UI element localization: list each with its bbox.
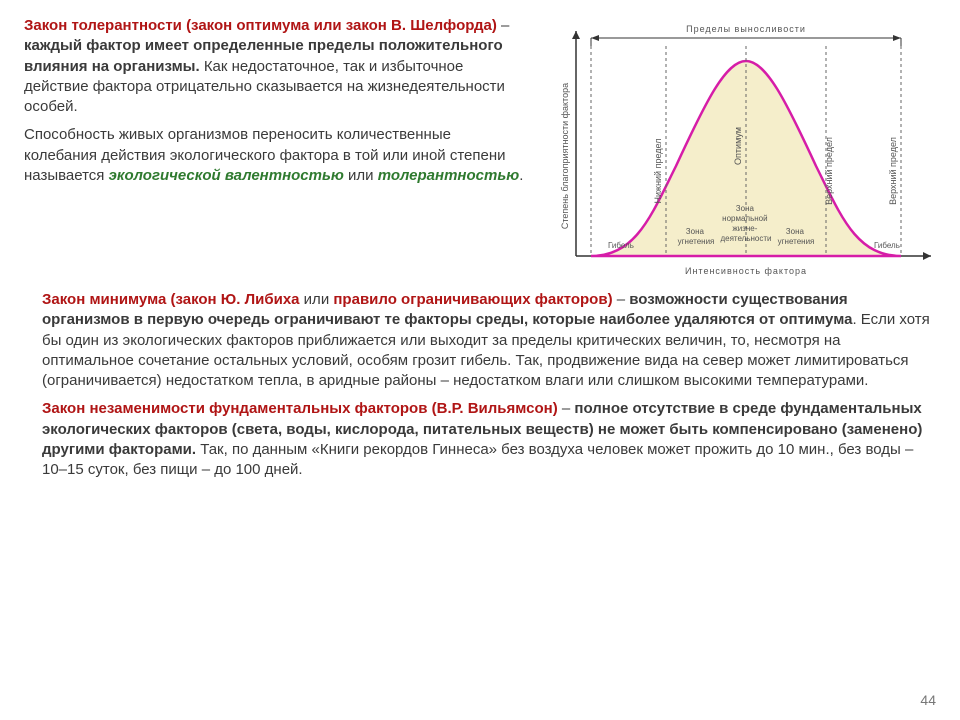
chart-y-label: Степень благоприятности фактора [560, 83, 570, 229]
chart-x-label: Интенсивность фактора [685, 266, 807, 276]
paragraph-4: Закон незаменимости фундаментальных факт… [24, 399, 936, 480]
paragraph-3: Закон минимума (закон Ю. Либиха или прав… [24, 290, 936, 391]
chart-death-l: Гибель [608, 241, 634, 250]
tolerance-curve-chart: Пределы выносливости Нижний предел Оптим… [536, 16, 936, 286]
chart-lower-limit: Нижний предел [653, 139, 663, 204]
chart-top-label: Пределы выносливости [686, 24, 806, 34]
tolerance-term: толерантностью [378, 167, 519, 184]
chart-optimum: Оптимум [733, 127, 743, 165]
law-irreplace-title: Закон незаменимости фундаментальных факт… [42, 400, 558, 417]
paragraph-1: Закон толерантности (закон оптимума или … [24, 16, 524, 286]
page-number: 44 [920, 691, 936, 710]
chart-upper-limit-2: Верхний предел [888, 137, 898, 205]
chart-death-r: Гибель [874, 241, 900, 250]
eco-valence-term: экологической валентностью [109, 167, 344, 184]
chart-upper-limit: Верхний предел [824, 137, 834, 205]
law-tolerance-title: Закон толерантности (закон оптимума или … [24, 17, 497, 34]
